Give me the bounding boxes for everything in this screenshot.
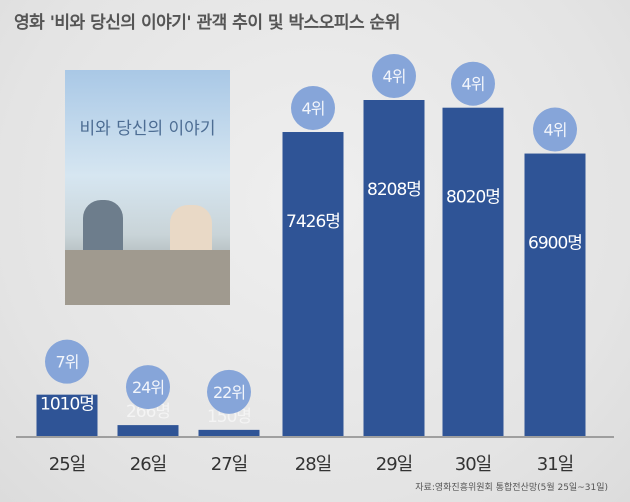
bar-30일 (442, 107, 504, 436)
bar-28일 (282, 132, 344, 436)
rank-label: 4위 (383, 67, 406, 86)
rank-circle (126, 365, 170, 410)
bar-27일 (198, 429, 260, 436)
value-label: 8020명 (446, 188, 500, 208)
rank-circle (207, 369, 251, 414)
x-tick-label: 31일 (537, 454, 573, 475)
x-tick-label: 26일 (130, 454, 166, 475)
x-tick-label: 29일 (376, 454, 412, 475)
x-tick-label: 27일 (211, 454, 247, 475)
value-label: 7426명 (286, 212, 340, 232)
x-tick-label: 28일 (295, 454, 331, 475)
chart-title: 영화 '비와 당신의 이야기' 관객 추이 및 박스오피스 순위 (14, 13, 400, 33)
value-label: 6900명 (528, 234, 582, 254)
rank-label: 24위 (132, 378, 164, 397)
rank-circle (291, 86, 335, 131)
value-label: 150명 (207, 407, 251, 427)
poster-wall (65, 250, 230, 305)
bar-25일 (36, 394, 98, 436)
value-label: 8208명 (367, 180, 421, 200)
rank-circle (372, 54, 416, 98)
source-note: 자료:영화진흥위원회 통합전산망(5월 25일~31일) (415, 483, 608, 493)
rank-label: 7위 (56, 353, 79, 372)
movie-poster: 비와 당신의 이야기 (65, 70, 230, 305)
rank-circle (533, 107, 577, 152)
rank-circle (45, 339, 89, 384)
rank-label: 22위 (213, 383, 245, 402)
value-label: 1010명 (40, 395, 94, 415)
x-tick-label: 30일 (455, 454, 491, 475)
rank-label: 4위 (544, 121, 567, 140)
bar-31일 (524, 153, 586, 436)
bar-29일 (363, 100, 425, 436)
rank-label: 4위 (302, 99, 325, 118)
poster-title: 비와 당신의 이야기 (79, 119, 216, 139)
rank-circle (451, 61, 495, 106)
x-tick-label: 25일 (49, 454, 85, 475)
value-label: 266명 (126, 402, 170, 422)
bar-26일 (117, 425, 179, 436)
rank-label: 4위 (462, 75, 485, 94)
